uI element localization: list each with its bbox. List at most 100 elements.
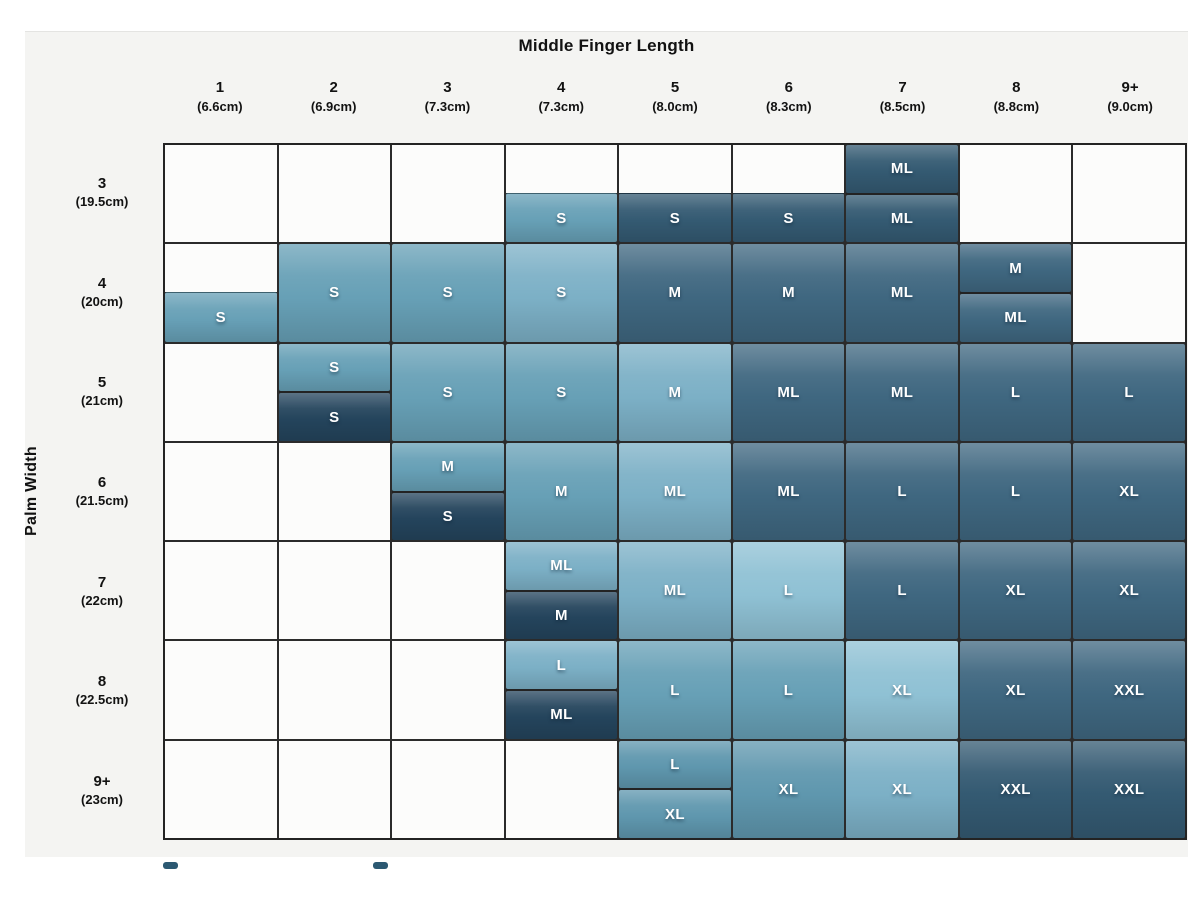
split-divider [846, 192, 958, 195]
grid-cell-ml: ML [846, 343, 958, 441]
grid-cell-m: M [392, 442, 504, 491]
split-divider [392, 490, 504, 493]
grid-cell-empty [165, 343, 277, 441]
cell-label: M [554, 482, 568, 500]
grid-cell-empty [278, 740, 391, 838]
grid-cell-m: M [959, 244, 1072, 292]
column-size-label: 6 [784, 79, 793, 96]
cell-label: L [1010, 383, 1021, 401]
cell-label: XXL [1114, 780, 1145, 798]
column-size-label: 2 [329, 79, 338, 96]
grid-cell-xl: XL [732, 740, 845, 838]
grid-cell-split: L ML [505, 641, 618, 739]
cell-label: ML [550, 557, 573, 575]
split-divider [505, 589, 618, 592]
grid-cell-xl: XL [846, 740, 958, 838]
column-cm-label: (8.3cm) [766, 99, 812, 114]
row-header-6: 6 (21.5cm) [48, 442, 156, 542]
cell-label: L [1010, 482, 1021, 500]
grid-cell-xl: XL [1073, 542, 1185, 640]
grid-cell-split: S [505, 145, 618, 243]
grid-cell-xxl: XXL [1073, 641, 1185, 739]
grid-cell-xl: XL [846, 641, 958, 739]
column-header-1: 1 (6.6cm) [163, 78, 277, 122]
row-header-8: 8 (22.5cm) [48, 641, 156, 741]
row-cm-label: (19.5cm) [75, 194, 129, 210]
cell-label: S [215, 308, 226, 326]
grid-cell-empty [165, 740, 277, 838]
cell-label: L [1124, 383, 1134, 401]
row-cm-label: (21cm) [81, 393, 123, 409]
grid-cell-xl: XL [1073, 442, 1185, 541]
cell-label: XL [1119, 582, 1140, 600]
cell-label: S [442, 507, 454, 525]
cell-label: S [556, 209, 567, 227]
grid-cell-s: S [392, 492, 504, 541]
column-headers: 1 (6.6cm) 2 (6.9cm) 3 (7.3cm) 4 (7.3cm) 5 (8.0cm)… [163, 78, 1187, 122]
y-axis-label: Palm Width [23, 446, 40, 537]
column-cm-label: (7.3cm) [538, 99, 584, 114]
cell-label: M [668, 383, 682, 401]
row-cm-label: (22.5cm) [75, 692, 129, 708]
grid-cell-l: L [959, 343, 1072, 441]
row-size-label: 7 [97, 573, 107, 591]
grid-cell-empty [278, 145, 391, 243]
cell-label: S [442, 383, 454, 401]
column-size-label: 9+ [1121, 79, 1139, 96]
grid-cell-s: S [505, 193, 618, 243]
column-header-8: 8 (8.8cm) [959, 78, 1073, 122]
row-header-5: 5 (21cm) [48, 342, 156, 442]
grid-cell-split: ML ML [846, 145, 958, 243]
row-cm-label: (23cm) [81, 791, 123, 807]
cell-label: XL [892, 681, 913, 699]
column-header-6: 6 (8.3cm) [732, 78, 846, 122]
grid-cell-s: S [619, 193, 731, 243]
grid-cell-xxl: XXL [1073, 740, 1185, 838]
cell-label: ML [890, 209, 914, 227]
grid-cell-empty [278, 542, 391, 640]
cell-label: S [442, 284, 454, 302]
grid-cell-l: L [846, 542, 958, 640]
grid-cell-split: S [732, 145, 845, 243]
row-header-7: 7 (22cm) [48, 541, 156, 641]
cell-label: S [329, 408, 340, 426]
grid-cell-l: L [619, 641, 731, 739]
grid-cell-empty-half [732, 145, 845, 194]
cell-label: S [329, 284, 340, 302]
column-header-9+: 9+ (9.0cm) [1073, 78, 1187, 122]
column-cm-label: (6.6cm) [197, 99, 243, 114]
row-size-label: 8 [97, 673, 107, 691]
cell-label: XL [1005, 582, 1026, 600]
split-divider [505, 689, 618, 692]
split-divider [278, 391, 391, 394]
grid-cell-empty [278, 442, 391, 541]
cell-label: L [670, 756, 680, 774]
cell-label: M [668, 284, 682, 302]
cell-label: XL [778, 780, 799, 798]
column-cm-label: (6.9cm) [310, 99, 357, 114]
grid-cell-xl: XL [959, 542, 1072, 640]
cell-label: ML [550, 706, 573, 724]
grid-cell-ml: ML [732, 442, 845, 541]
grid-cell-ml: ML [846, 145, 958, 193]
grid-cell-empty [392, 145, 504, 243]
grid-cell-split: L XL [619, 740, 731, 838]
grid-cell-ml: ML [959, 293, 1072, 342]
row-size-label: 9+ [93, 772, 111, 790]
grid-cell-ml: ML [732, 343, 845, 441]
column-size-label: 5 [670, 79, 680, 96]
grid-cell-s: S [278, 343, 391, 392]
column-cm-label: (9.0cm) [1107, 99, 1153, 114]
grid-cell-ml: ML [505, 691, 618, 739]
grid-cell-l: L [732, 542, 845, 640]
cell-label: XL [892, 780, 913, 798]
column-size-label: 1 [215, 79, 225, 96]
grid-cell-ml: ML [505, 542, 618, 590]
column-size-label: 3 [443, 79, 452, 96]
cell-label: M [441, 458, 455, 476]
cell-label: XXL [1000, 780, 1031, 798]
cell-label: L [897, 482, 907, 500]
cell-label: L [670, 681, 680, 699]
